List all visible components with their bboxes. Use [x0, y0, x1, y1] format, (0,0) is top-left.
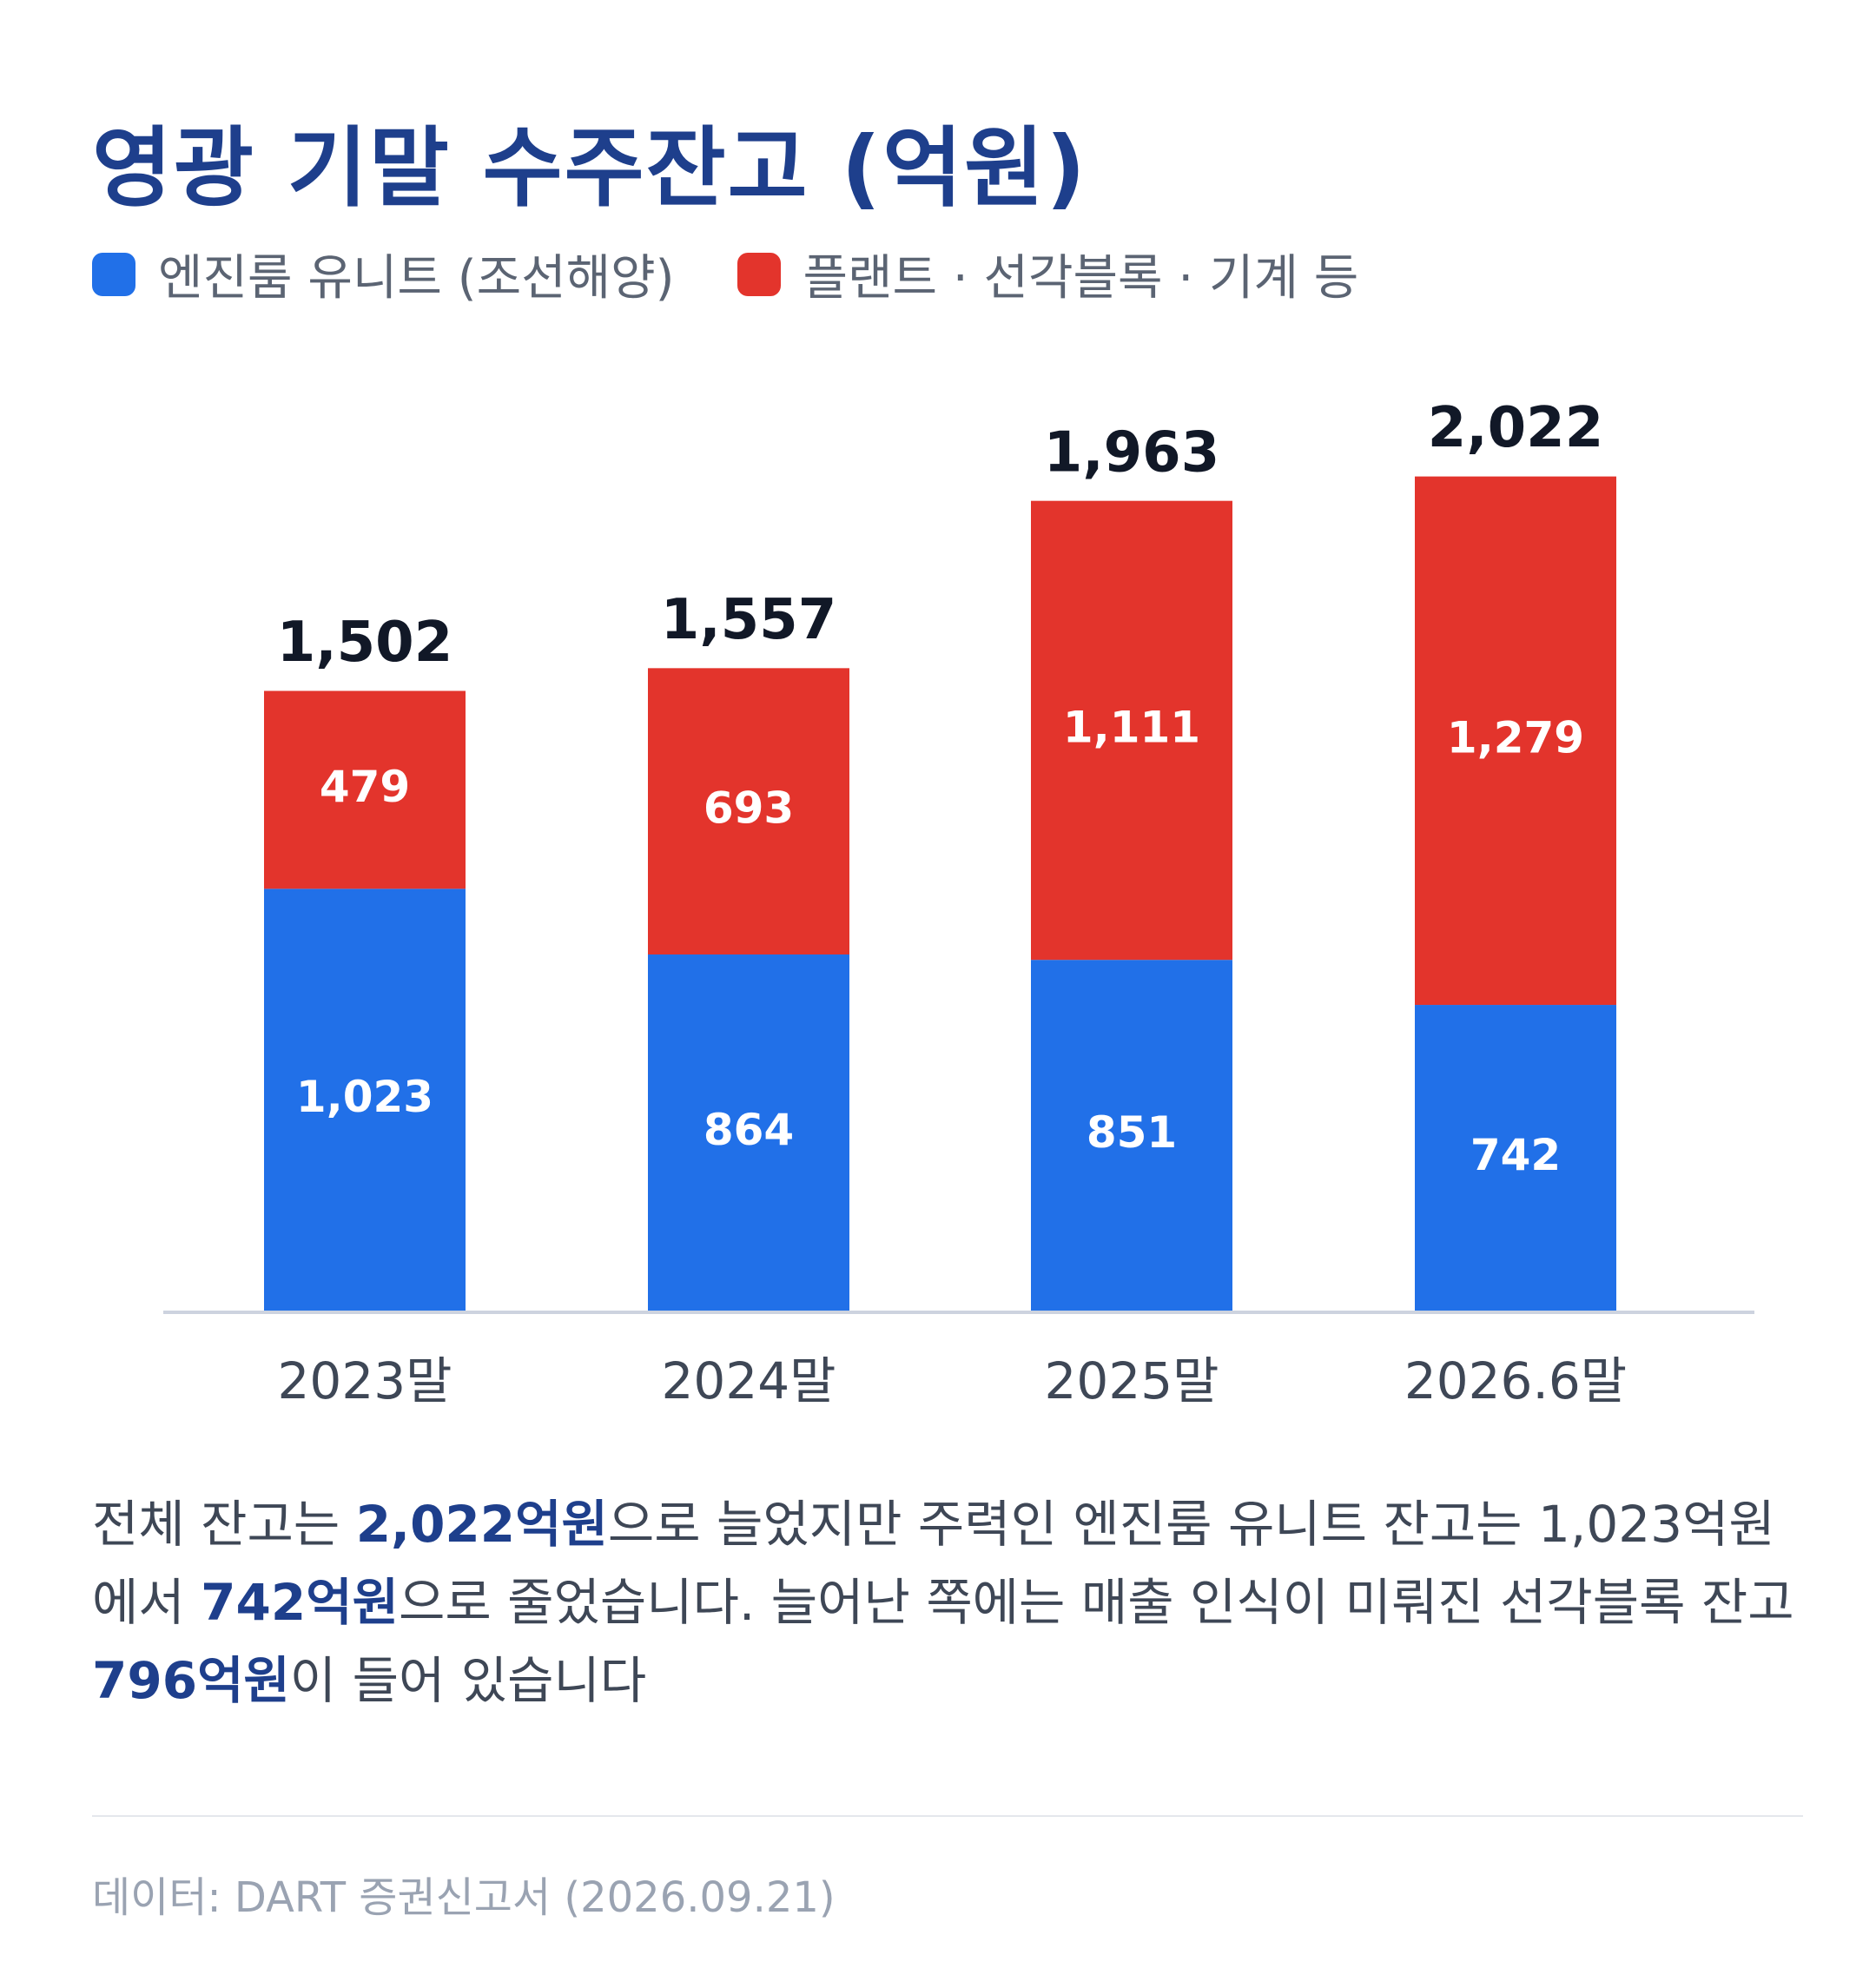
- segment-label-plant-1: 693: [704, 783, 794, 834]
- segment-label-engine-room-2: 851: [1087, 1107, 1177, 1158]
- note-text-4: 이 들어 있습니다: [289, 1651, 647, 1710]
- data-source: 데이터: DART 증권신고서 (2026.09.21): [92, 1873, 836, 1922]
- chart-title: 영광 기말 수주잔고 (억원): [92, 117, 1087, 219]
- legend-item-plant: 플랜트 · 선각블록 · 기계 등: [737, 239, 1359, 309]
- divider: [92, 1815, 1803, 1817]
- legend-item-engine-room: 엔진룸 유니트 (조선해양): [92, 239, 675, 309]
- x-tick-label-3: 2026.6말: [1404, 1351, 1627, 1410]
- note-text-2: 으로 늘었지만 주력인 엔진룸 유니트 잔고는 1,023억원에서: [92, 1495, 1775, 1632]
- segment-label-plant-3: 1,279: [1447, 712, 1584, 763]
- legend-label-plant: 플랜트 · 선각블록 · 기계 등: [803, 250, 1359, 307]
- bar-segment-plant-3: [1415, 476, 1616, 1006]
- bar-segment-engine-room-3: [1415, 1005, 1616, 1311]
- legend-label-engine-room: 엔진룸 유니트 (조선해양): [158, 250, 675, 307]
- segment-label-engine-room-1: 864: [704, 1105, 794, 1155]
- segment-label-plant-0: 479: [320, 762, 410, 812]
- segment-label-plant-2: 1,111: [1063, 702, 1200, 752]
- bar-segment-plant-1: [648, 668, 849, 954]
- total-label-2: 1,963: [1044, 420, 1219, 485]
- total-label-0: 1,502: [277, 611, 452, 675]
- total-label-3: 2,022: [1428, 396, 1603, 460]
- x-tick-label-2: 2025말: [1045, 1351, 1219, 1410]
- x-tick-label-0: 2023말: [278, 1351, 452, 1410]
- bar-segment-engine-room-2: [1031, 960, 1232, 1311]
- bar-segment-engine-room-0: [264, 888, 466, 1311]
- bar-segment-plant-0: [264, 690, 466, 889]
- legend-swatch-engine-room: [92, 252, 135, 296]
- summary-note: 전체 잔고는 2,022억원으로 늘었지만 주력인 엔진룸 유니트 잔고는 1,…: [92, 1485, 1794, 1720]
- note-highlight-total: 2,022억원: [355, 1495, 608, 1554]
- x-tick-label-1: 2024말: [662, 1351, 836, 1410]
- segment-label-engine-room-3: 742: [1470, 1130, 1561, 1180]
- legend: 엔진룸 유니트 (조선해양) 플랜트 · 선각블록 · 기계 등: [92, 239, 1421, 309]
- stacked-bar-chart: 1,023 479 1,502 2023말 864 693 1,557 2024말 851 1,1…: [163, 396, 1754, 1410]
- total-label-1: 1,557: [661, 588, 836, 652]
- bar-segment-engine-room-1: [648, 954, 849, 1311]
- note-text-3: 으로 줄었습니다. 늘어난 쪽에는 매출 인식이 미뤄진 선각블록 잔고: [398, 1573, 1794, 1632]
- legend-swatch-plant: [737, 252, 781, 296]
- note-text-1: 전체 잔고는: [92, 1495, 356, 1554]
- note-highlight-block: 796억원: [92, 1651, 290, 1710]
- segment-label-engine-room-0: 1,023: [296, 1072, 433, 1122]
- note-highlight-engine: 742억원: [201, 1573, 399, 1632]
- bar-segment-plant-2: [1031, 500, 1232, 961]
